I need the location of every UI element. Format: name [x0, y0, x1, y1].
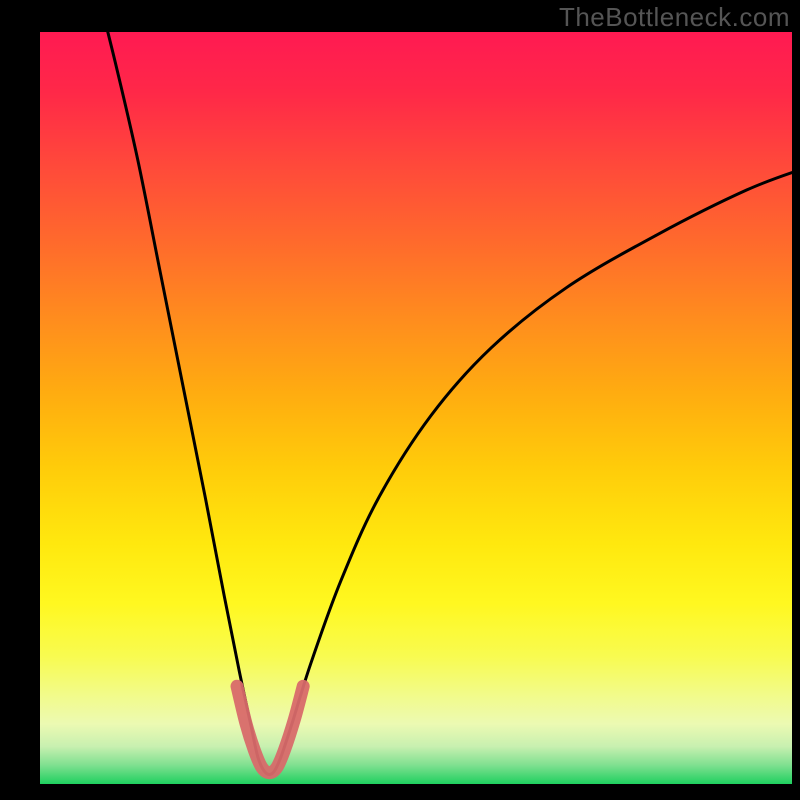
- chart-plot-area: [40, 32, 792, 784]
- watermark-text: TheBottleneck.com: [559, 2, 790, 33]
- chart-svg: [40, 32, 792, 784]
- gradient-background: [40, 32, 792, 784]
